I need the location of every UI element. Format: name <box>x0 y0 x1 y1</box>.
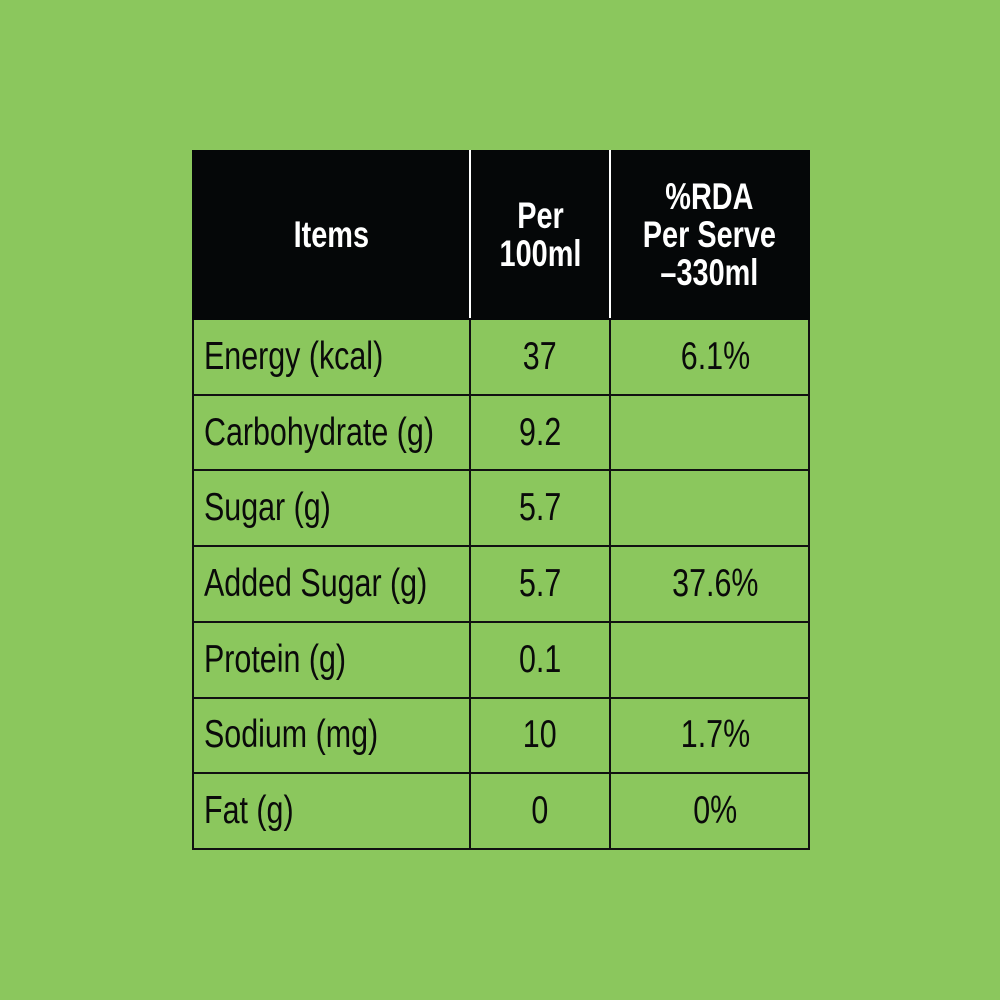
per-100ml-value: 0 <box>531 789 549 833</box>
table-row: Carbohydrate (g) 9.2 <box>192 393 810 472</box>
cell-item: Sodium (mg) <box>192 696 471 775</box>
cell-rda: 6.1% <box>609 318 810 396</box>
table-row: Sugar (g) 5.7 <box>192 469 810 548</box>
rda-value: 1.7% <box>680 713 751 757</box>
cell-per-100ml: 10 <box>469 696 611 775</box>
item-label: Energy (kcal) <box>204 334 384 378</box>
table-header: Items Per 100ml %RDA Per Serve –330ml <box>192 150 810 320</box>
cell-rda <box>609 469 810 548</box>
table-body: Energy (kcal) 37 6.1% Carbohydrate (g) 9… <box>192 318 810 850</box>
header-per-100ml-line1: Per <box>516 195 564 236</box>
nutrition-table: Items Per 100ml %RDA Per Serve –330ml En… <box>192 150 810 850</box>
cell-item: Protein (g) <box>192 620 471 699</box>
item-label: Sodium (mg) <box>204 713 379 757</box>
cell-rda <box>609 620 810 699</box>
header-items: Items <box>192 150 471 320</box>
cell-item: Energy (kcal) <box>192 318 471 396</box>
cell-item: Fat (g) <box>192 772 471 850</box>
cell-per-100ml: 0.1 <box>469 620 611 699</box>
cell-rda: 0% <box>609 772 810 850</box>
cell-per-100ml: 37 <box>469 318 611 396</box>
per-100ml-value: 9.2 <box>518 410 562 454</box>
per-100ml-value: 37 <box>523 334 557 378</box>
cell-per-100ml: 5.7 <box>469 545 611 623</box>
per-100ml-value: 0.1 <box>518 637 562 681</box>
cell-per-100ml: 9.2 <box>469 393 611 472</box>
per-100ml-value: 5.7 <box>518 486 562 530</box>
cell-per-100ml: 0 <box>469 772 611 850</box>
table-row: Fat (g) 0 0% <box>192 772 810 850</box>
rda-value: 6.1% <box>680 334 751 378</box>
table-row: Protein (g) 0.1 <box>192 620 810 699</box>
header-rda-line2: Per Serve <box>642 214 777 255</box>
cell-rda: 37.6% <box>609 545 810 623</box>
header-items-label: Items <box>293 214 370 255</box>
cell-rda: 1.7% <box>609 696 810 775</box>
header-per-100ml: Per 100ml <box>469 150 611 320</box>
per-100ml-value: 10 <box>523 713 557 757</box>
header-rda-line3: –330ml <box>660 252 759 293</box>
cell-item: Sugar (g) <box>192 469 471 548</box>
item-label: Carbohydrate (g) <box>204 410 434 454</box>
table-row: Energy (kcal) 37 6.1% <box>192 318 810 396</box>
item-label: Sugar (g) <box>204 486 331 530</box>
rda-value: 37.6% <box>672 561 759 605</box>
cell-item: Added Sugar (g) <box>192 545 471 623</box>
cell-per-100ml: 5.7 <box>469 469 611 548</box>
cell-item: Carbohydrate (g) <box>192 393 471 472</box>
table-row: Sodium (mg) 10 1.7% <box>192 696 810 775</box>
rda-value: 0% <box>693 789 738 833</box>
header-rda-line1: %RDA <box>665 176 754 217</box>
item-label: Fat (g) <box>204 789 294 833</box>
cell-rda <box>609 393 810 472</box>
header-per-100ml-line2: 100ml <box>499 233 581 274</box>
table-row: Added Sugar (g) 5.7 37.6% <box>192 545 810 623</box>
header-row: Items Per 100ml %RDA Per Serve –330ml <box>192 150 810 320</box>
per-100ml-value: 5.7 <box>518 561 562 605</box>
item-label: Protein (g) <box>204 637 347 681</box>
header-rda: %RDA Per Serve –330ml <box>609 150 810 320</box>
item-label: Added Sugar (g) <box>204 561 428 605</box>
